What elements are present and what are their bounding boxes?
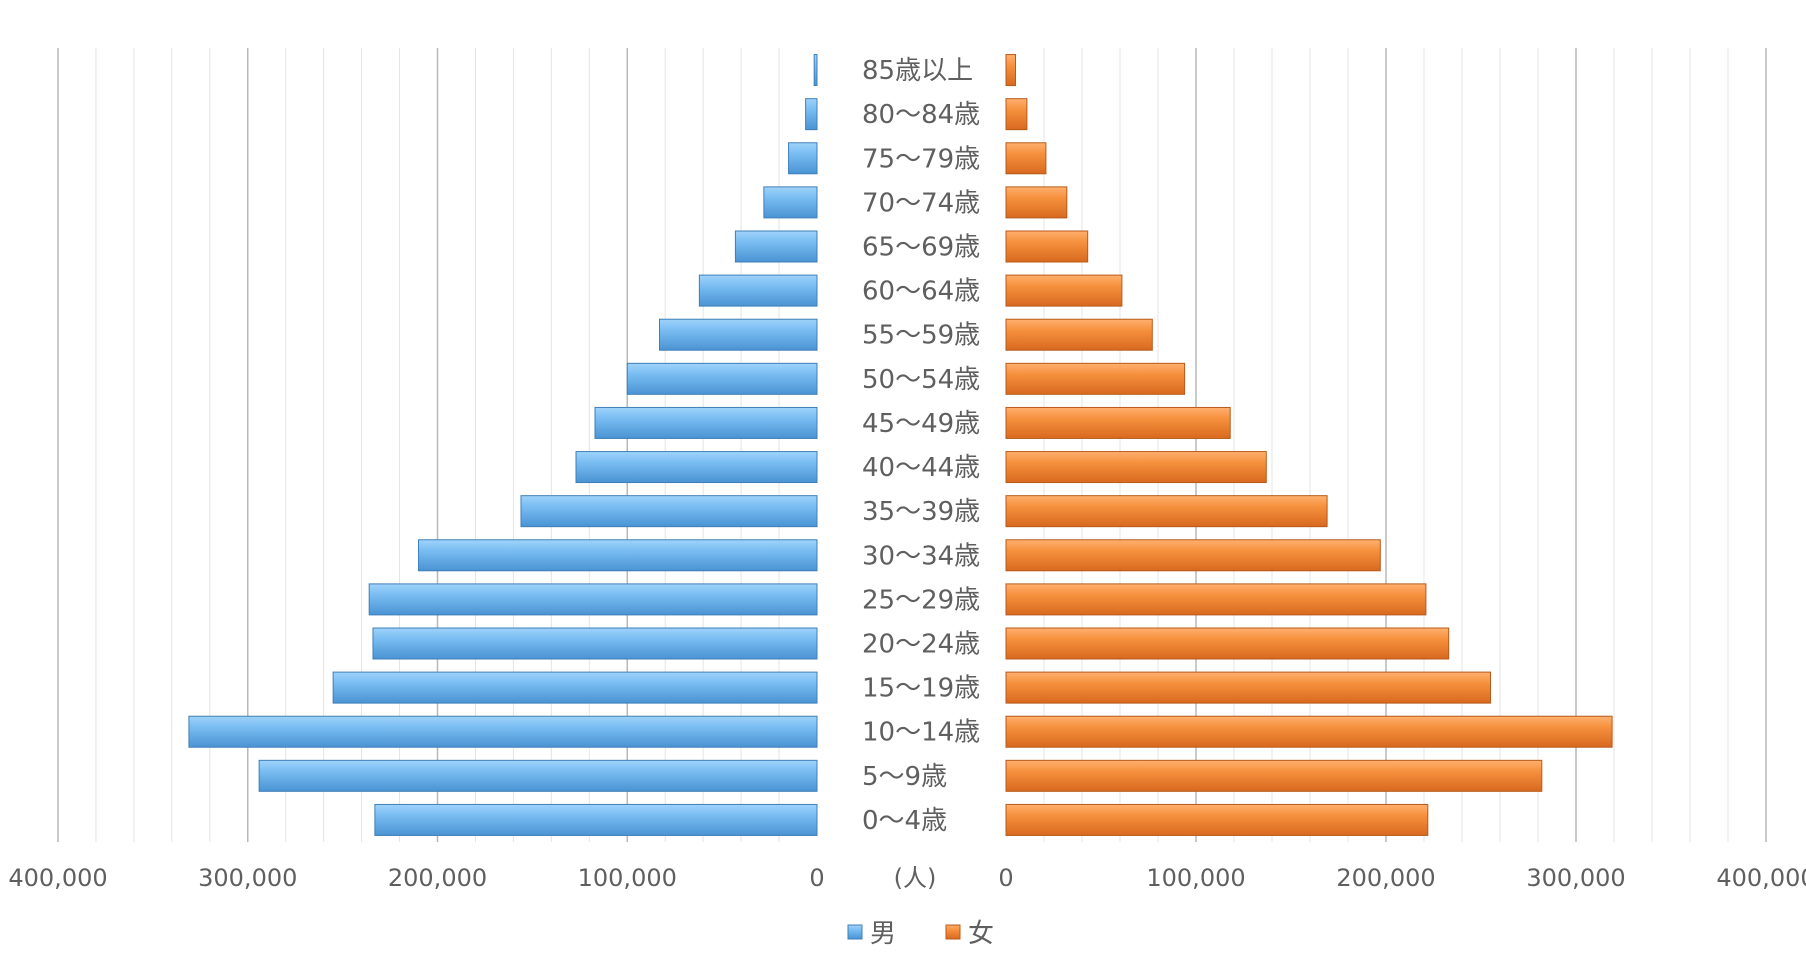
x-tick-label: 400,000 [1716, 864, 1806, 892]
bar-female [1005, 230, 1089, 263]
category-label: 50〜54歳 [862, 365, 980, 395]
bar-female [1005, 451, 1267, 484]
unit-label: (人) [894, 864, 937, 892]
category-label: 35〜39歳 [862, 497, 980, 527]
x-tick-label: 300,000 [198, 864, 297, 892]
bar-male [368, 583, 818, 616]
bar-female [1005, 406, 1231, 439]
bar-male [763, 186, 818, 219]
bar-male [188, 715, 818, 748]
category-label: 40〜44歳 [862, 453, 980, 483]
category-label: 25〜29歳 [862, 585, 980, 615]
category-label: 55〜59歳 [862, 321, 980, 351]
bar-female [1005, 362, 1186, 395]
bar-female [1005, 186, 1068, 219]
category-label: 60〜64歳 [862, 277, 980, 307]
category-label: 80〜84歳 [862, 100, 980, 130]
category-label: 65〜69歳 [862, 233, 980, 263]
bar-female [1005, 495, 1328, 528]
bar-female [1005, 318, 1153, 351]
bar-male [332, 671, 818, 704]
bar-female [1005, 98, 1028, 131]
category-label: 30〜34歳 [862, 541, 980, 571]
category-label: 0〜4歳 [862, 806, 947, 836]
bar-female [1005, 671, 1491, 704]
bar-male [372, 627, 818, 660]
legend-swatch [945, 924, 961, 940]
category-label: 10〜14歳 [862, 718, 980, 748]
x-tick-label: 200,000 [388, 864, 487, 892]
bar-female [1005, 54, 1016, 87]
bar-female [1005, 274, 1123, 307]
bar-male [659, 318, 818, 351]
bar-male [805, 98, 818, 131]
category-label: 70〜74歳 [862, 188, 980, 218]
bar-male [788, 142, 818, 175]
bar-male [626, 362, 818, 395]
bar-female [1005, 627, 1450, 660]
bar-male [258, 759, 818, 792]
x-tick-label: 400,000 [8, 864, 107, 892]
bar-male [813, 54, 818, 87]
bar-male [418, 539, 818, 572]
category-label: 85歳以上 [862, 56, 973, 86]
bar-male [698, 274, 818, 307]
x-tick-label: 300,000 [1526, 864, 1625, 892]
gridlines [57, 48, 1767, 842]
bar-male [594, 406, 818, 439]
bar-female [1005, 539, 1381, 572]
legend: 男女 [847, 919, 994, 949]
category-label: 20〜24歳 [862, 630, 980, 660]
bar-male [575, 451, 818, 484]
legend-label: 男 [870, 919, 896, 949]
bar-male [520, 495, 818, 528]
bar-male [734, 230, 818, 263]
legend-label: 女 [968, 919, 994, 949]
bar-female [1005, 803, 1429, 836]
category-label: 45〜49歳 [862, 409, 980, 439]
category-label: 75〜79歳 [862, 144, 980, 174]
x-tick-label: 0 [809, 864, 824, 892]
x-tick-label: 100,000 [578, 864, 677, 892]
bar-female [1005, 583, 1427, 616]
category-label: 5〜9歳 [862, 762, 947, 792]
x-tick-label: 200,000 [1336, 864, 1435, 892]
bar-male [374, 803, 818, 836]
bar-female [1005, 142, 1047, 175]
category-label: 15〜19歳 [862, 674, 980, 704]
x-tick-label: 0 [998, 864, 1013, 892]
legend-swatch [847, 924, 863, 940]
bar-female [1005, 759, 1543, 792]
axis-tick-labels: 0 0 100,000 100,000 200,000 200,000 300,000 300… [8, 864, 1806, 892]
category-labels: 0〜4歳 5〜9歳 10〜14歳 15〜19歳 20〜24歳 25〜29歳 30〜34歳 35… [862, 56, 980, 836]
bars [188, 54, 1613, 836]
bar-female [1005, 715, 1613, 748]
x-tick-label: 100,000 [1146, 864, 1245, 892]
